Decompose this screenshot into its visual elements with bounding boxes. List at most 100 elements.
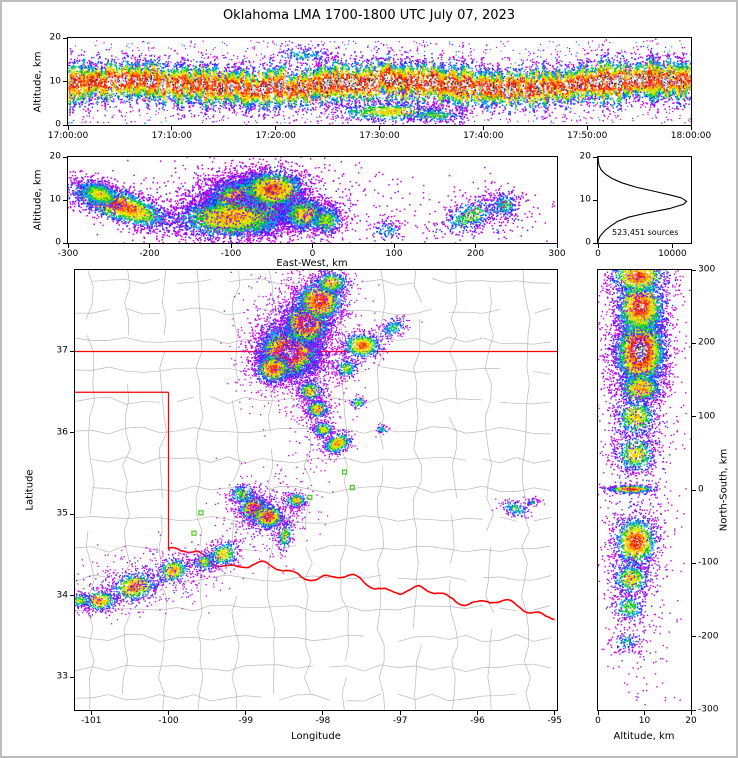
axis-tick-label: -101 [81, 716, 102, 726]
axis-tick-label: 0 [55, 237, 61, 248]
east-west-canvas [68, 157, 557, 243]
axis-tick-label: 20 [579, 151, 591, 162]
altitude-histogram-panel [597, 156, 692, 244]
east-west-xlabel: East-West, km [276, 258, 348, 269]
axis-tick-label: 20 [685, 716, 697, 726]
axis-tick-label: 36 [56, 427, 68, 438]
axis-tick-mark [586, 126, 588, 130]
north-south-ylabel: North-South, km [718, 448, 730, 532]
axis-tick-mark [312, 244, 313, 248]
axis-tick-label: 0 [585, 237, 591, 248]
axis-tick-label: 300 [548, 249, 566, 259]
figure-title: Oklahoma LMA 1700-1800 UTC July 07, 2023 [222, 8, 516, 23]
axis-tick-label: -200 [698, 631, 719, 642]
source-count-annotation: 523,451 sources [612, 228, 679, 237]
axis-tick-label: 20 [49, 32, 61, 43]
axis-tick-mark [593, 242, 597, 244]
axis-tick-label: 0 [309, 249, 316, 259]
axis-tick-mark [70, 595, 74, 597]
axis-tick-mark [482, 126, 484, 130]
axis-tick-mark [692, 269, 696, 271]
axis-tick-mark [230, 244, 232, 248]
axis-tick-label: 10000 [658, 249, 687, 259]
axis-tick-label: 17:10:00 [151, 131, 193, 141]
axis-tick-label: 10 [49, 194, 61, 205]
axis-tick-label: -100 [698, 557, 719, 568]
axis-tick-mark [245, 711, 247, 715]
axis-tick-label: -98 [315, 716, 331, 726]
axis-tick-mark [597, 711, 599, 715]
axis-tick-label: 20 [49, 151, 61, 162]
east-west-ylabel: Altitude, km [32, 169, 44, 231]
axis-tick-mark [167, 711, 169, 715]
axis-tick-label: 35 [56, 508, 68, 519]
axis-tick-mark [556, 244, 558, 248]
axis-tick-mark [692, 416, 696, 418]
north-south-canvas [598, 270, 691, 710]
axis-tick-mark [70, 676, 74, 678]
axis-tick-mark [554, 711, 556, 715]
axis-tick-label: 10 [49, 76, 61, 86]
axis-tick-mark [692, 562, 696, 564]
axis-tick-mark [393, 244, 395, 248]
axis-tick-mark [275, 126, 277, 130]
axis-tick-mark [63, 199, 67, 201]
time-height-panel [67, 37, 692, 126]
map-xlabel: Longitude [291, 731, 341, 742]
axis-tick-label: 0 [595, 249, 601, 259]
axis-tick-label: -100 [220, 249, 242, 259]
axis-tick-label: -99 [238, 716, 254, 726]
axis-tick-mark [67, 126, 69, 130]
axis-tick-label: 100 [698, 411, 716, 422]
east-west-panel [67, 156, 558, 244]
axis-tick-mark [63, 37, 67, 39]
axis-tick-mark [63, 124, 67, 126]
axis-tick-label: 17:20:00 [255, 131, 296, 141]
axis-tick-mark [690, 126, 692, 130]
axis-tick-mark [70, 432, 74, 434]
axis-tick-mark [67, 244, 69, 248]
axis-tick-mark [63, 81, 67, 82]
axis-tick-label: -96 [470, 716, 485, 726]
axis-tick-label: -300 [698, 704, 719, 715]
plan-view-canvas [75, 270, 557, 710]
axis-tick-mark [476, 711, 478, 715]
axis-tick-mark [692, 342, 696, 344]
axis-tick-mark [692, 489, 696, 491]
axis-tick-mark [644, 711, 645, 715]
axis-tick-label: -200 [139, 249, 160, 259]
axis-tick-label: -100 [158, 716, 179, 726]
axis-tick-mark [63, 242, 67, 244]
axis-tick-label: -300 [57, 249, 79, 259]
axis-tick-mark [70, 350, 74, 352]
axis-tick-mark [475, 244, 476, 248]
axis-tick-mark [70, 513, 74, 515]
axis-tick-mark [692, 636, 696, 638]
axis-tick-label: 37 [56, 345, 68, 356]
axis-tick-mark [690, 711, 692, 715]
axis-tick-label: 10 [638, 716, 651, 726]
north-south-xlabel: Altitude, km [613, 731, 675, 742]
map-ylabel: Latitude [24, 469, 36, 511]
axis-tick-mark [593, 199, 597, 201]
axis-tick-mark [399, 711, 401, 715]
axis-tick-label: 18:00:00 [670, 131, 712, 141]
axis-tick-mark [692, 709, 696, 711]
axis-tick-label: 10 [579, 194, 591, 205]
axis-tick-label: -95 [547, 716, 563, 726]
axis-tick-mark [379, 126, 380, 130]
axis-tick-label: 0 [55, 119, 61, 130]
north-south-panel [597, 269, 692, 711]
axis-tick-label: 0 [595, 716, 601, 726]
plan-view-map-panel [74, 269, 558, 711]
axis-tick-mark [322, 711, 324, 715]
axis-tick-label: 17:50:00 [566, 131, 608, 141]
axis-tick-label: 200 [466, 249, 485, 259]
axis-tick-label: -97 [392, 716, 408, 726]
axis-tick-label: 100 [385, 249, 403, 259]
time-height-canvas [68, 38, 691, 125]
axis-tick-mark [593, 156, 597, 158]
axis-tick-label: 33 [56, 671, 68, 682]
axis-tick-label: 17:30:00 [359, 131, 400, 141]
